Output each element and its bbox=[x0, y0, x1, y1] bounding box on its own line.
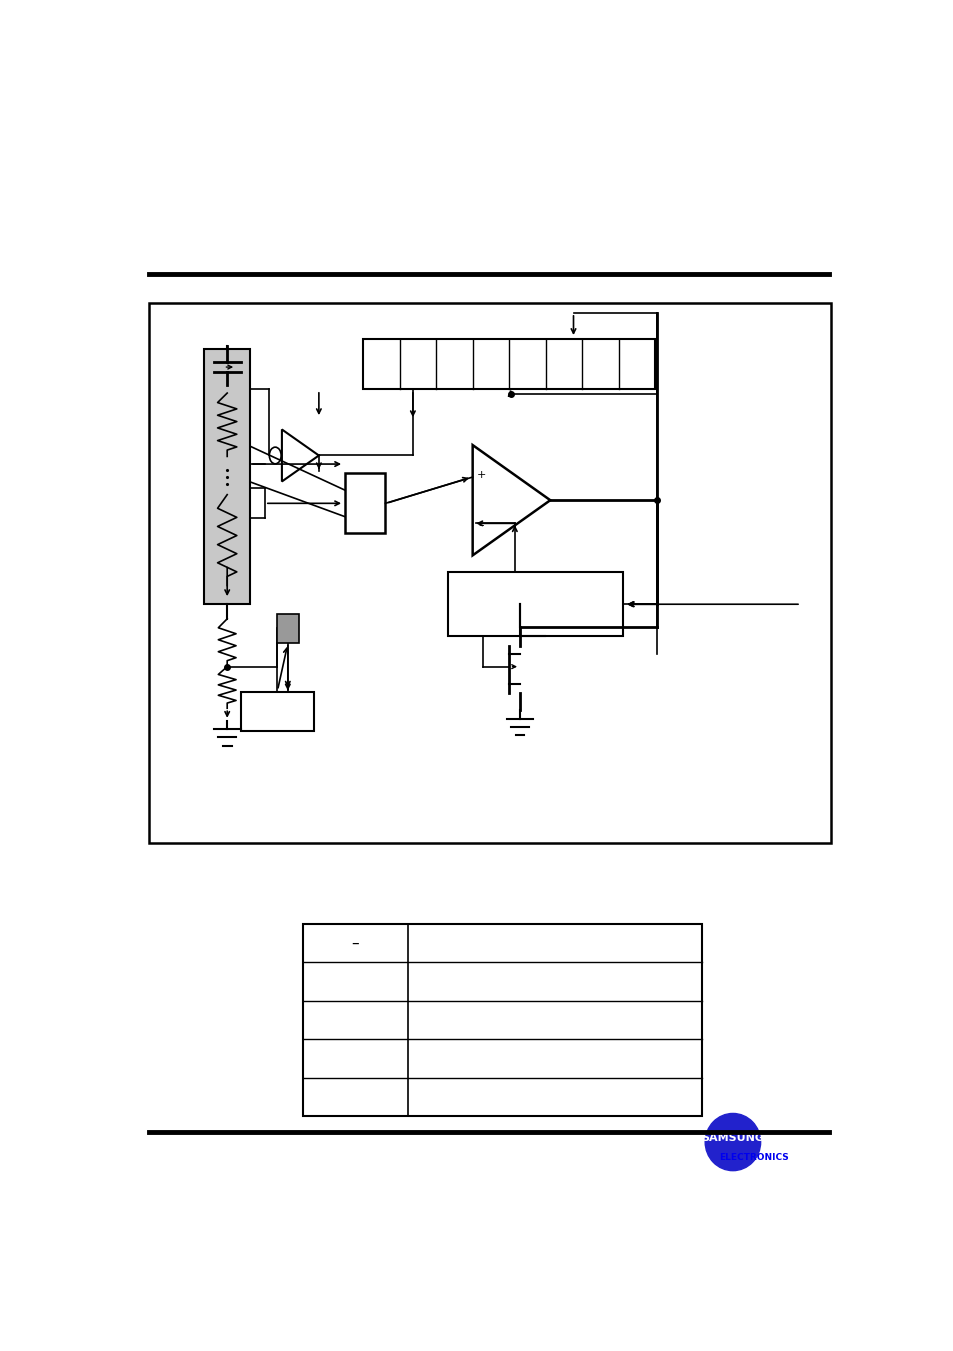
Text: ELECTRONICS: ELECTRONICS bbox=[718, 1154, 788, 1162]
FancyBboxPatch shape bbox=[363, 339, 655, 389]
Text: SAMSUNG: SAMSUNG bbox=[700, 1133, 763, 1143]
FancyBboxPatch shape bbox=[448, 571, 623, 636]
Text: –: – bbox=[478, 520, 484, 530]
FancyBboxPatch shape bbox=[204, 350, 250, 604]
Text: +: + bbox=[476, 470, 486, 481]
FancyBboxPatch shape bbox=[344, 473, 385, 534]
Text: –: – bbox=[352, 935, 359, 950]
FancyBboxPatch shape bbox=[241, 692, 314, 731]
FancyBboxPatch shape bbox=[302, 924, 701, 1116]
FancyBboxPatch shape bbox=[149, 303, 830, 843]
Ellipse shape bbox=[704, 1113, 760, 1171]
FancyBboxPatch shape bbox=[276, 613, 298, 643]
